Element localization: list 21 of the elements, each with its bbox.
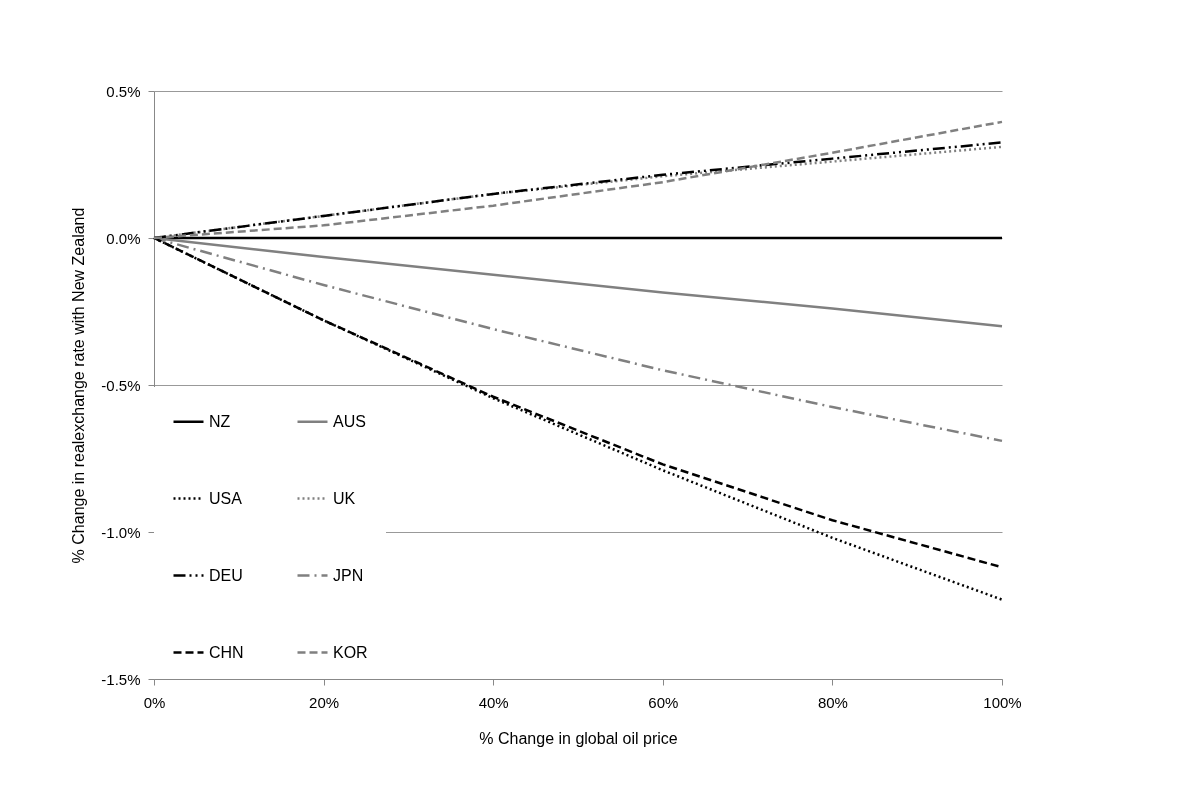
x-axis-title: % Change in global oil price xyxy=(479,729,678,747)
x-tick-label: 20% xyxy=(309,693,340,711)
x-tick-label: 60% xyxy=(648,693,679,711)
y-tick-label: -1.5% xyxy=(101,670,141,688)
legend-label: NZ xyxy=(209,412,231,430)
x-tick-label: 40% xyxy=(478,693,509,711)
legend-label: USA xyxy=(209,489,243,507)
legend-label: KOR xyxy=(333,643,368,661)
legend-label: AUS xyxy=(333,412,366,430)
y-tick-label: 0.0% xyxy=(106,229,141,247)
y-tick-label: -1.0% xyxy=(101,523,141,541)
y-axis-title: % Change in realexchange rate with New Zealand xyxy=(70,207,88,564)
x-tick-label: 100% xyxy=(983,693,1022,711)
y-tick-label: -0.5% xyxy=(101,376,141,394)
legend-label: DEU xyxy=(209,566,243,584)
x-tick-label: 80% xyxy=(817,693,848,711)
legend-label: JPN xyxy=(333,566,364,584)
y-tick-label: 0.5% xyxy=(106,82,141,100)
legend-label: CHN xyxy=(209,643,244,661)
legend-label: UK xyxy=(333,489,356,507)
x-tick-label: 0% xyxy=(143,693,166,711)
